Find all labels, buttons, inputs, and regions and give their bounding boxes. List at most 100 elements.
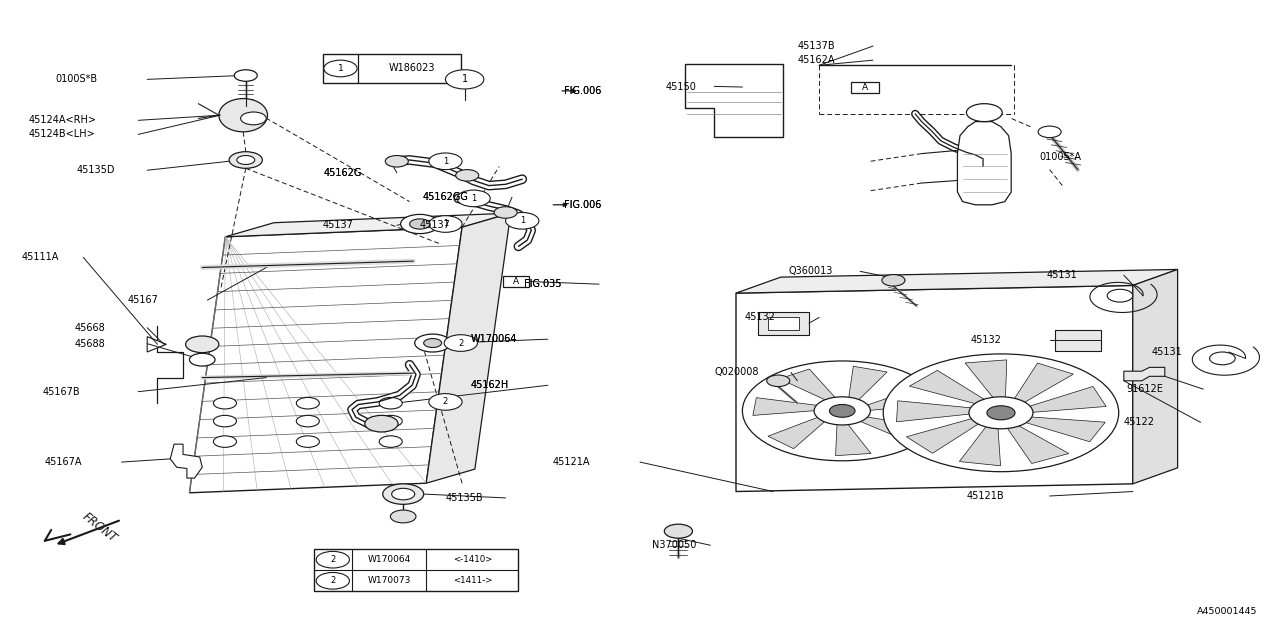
Polygon shape	[864, 387, 931, 411]
Circle shape	[444, 335, 477, 351]
Polygon shape	[768, 416, 827, 449]
Text: 45162H: 45162H	[471, 380, 509, 390]
Polygon shape	[957, 122, 1011, 205]
Text: 45135D: 45135D	[77, 165, 115, 175]
Text: 45132: 45132	[745, 312, 776, 323]
Circle shape	[241, 112, 266, 125]
Circle shape	[410, 219, 430, 229]
Text: 45124A<RH>: 45124A<RH>	[28, 115, 96, 125]
Text: FIG.006: FIG.006	[564, 86, 602, 96]
Text: 45131: 45131	[1152, 347, 1183, 357]
Circle shape	[234, 70, 257, 81]
Text: 45162H: 45162H	[471, 380, 509, 390]
Text: A: A	[863, 83, 868, 92]
Text: 45150: 45150	[666, 82, 696, 92]
Text: FIG.006: FIG.006	[564, 200, 602, 210]
Circle shape	[883, 354, 1119, 472]
Polygon shape	[736, 269, 1178, 293]
Circle shape	[424, 339, 442, 348]
Text: 45688: 45688	[74, 339, 105, 349]
Text: 45121A: 45121A	[553, 457, 590, 467]
Circle shape	[385, 156, 408, 167]
Circle shape	[829, 404, 855, 417]
Polygon shape	[685, 64, 783, 137]
Circle shape	[297, 415, 319, 427]
Text: 1: 1	[443, 220, 448, 228]
Text: 45131: 45131	[1047, 270, 1078, 280]
Text: FIG.006: FIG.006	[564, 200, 602, 210]
Circle shape	[506, 212, 539, 229]
Text: 1: 1	[471, 194, 476, 203]
Text: 45162GG: 45162GG	[422, 192, 468, 202]
Circle shape	[767, 375, 790, 387]
Circle shape	[969, 397, 1033, 429]
Circle shape	[316, 572, 349, 589]
Text: 45167B: 45167B	[42, 387, 79, 397]
Circle shape	[237, 156, 255, 164]
Text: 2: 2	[330, 555, 335, 564]
Polygon shape	[856, 417, 927, 442]
Text: 45162G: 45162G	[324, 168, 362, 178]
Circle shape	[229, 152, 262, 168]
Polygon shape	[1012, 363, 1074, 404]
Text: 0100S*B: 0100S*B	[55, 74, 97, 84]
Text: 45162GG: 45162GG	[422, 192, 468, 202]
Circle shape	[429, 153, 462, 170]
Polygon shape	[1133, 269, 1178, 484]
Polygon shape	[1024, 387, 1106, 413]
Text: 45137B: 45137B	[797, 41, 835, 51]
Circle shape	[383, 484, 424, 504]
Ellipse shape	[219, 99, 268, 132]
Polygon shape	[909, 371, 988, 405]
Bar	[758, 312, 809, 335]
Text: 2: 2	[330, 576, 335, 586]
Text: 45121B: 45121B	[966, 491, 1004, 501]
Circle shape	[1038, 126, 1061, 138]
Bar	[851, 82, 879, 93]
Text: 45167: 45167	[128, 295, 159, 305]
Polygon shape	[147, 337, 166, 352]
Circle shape	[415, 334, 451, 352]
Bar	[323, 54, 461, 83]
Circle shape	[390, 510, 416, 523]
Text: W186023: W186023	[389, 63, 435, 74]
Text: 0100S*A: 0100S*A	[1039, 152, 1082, 163]
Polygon shape	[965, 360, 1007, 401]
Text: 2: 2	[458, 339, 463, 348]
Text: 45162G: 45162G	[324, 168, 362, 178]
Polygon shape	[906, 417, 982, 453]
Circle shape	[664, 524, 692, 538]
Polygon shape	[189, 227, 462, 493]
Text: W170073: W170073	[367, 576, 411, 586]
Text: 91612E: 91612E	[1126, 384, 1164, 394]
Text: 45162A: 45162A	[797, 55, 835, 65]
Circle shape	[429, 216, 462, 232]
Text: W170064: W170064	[471, 334, 517, 344]
Circle shape	[186, 336, 219, 353]
Circle shape	[814, 397, 870, 425]
Text: FRONT: FRONT	[81, 511, 119, 545]
Circle shape	[494, 207, 517, 218]
Circle shape	[429, 394, 462, 410]
Circle shape	[297, 436, 319, 447]
Text: A: A	[513, 277, 518, 286]
Circle shape	[297, 397, 319, 409]
Polygon shape	[896, 401, 977, 422]
Circle shape	[214, 415, 237, 427]
Circle shape	[1210, 352, 1235, 365]
Circle shape	[456, 170, 479, 181]
Circle shape	[401, 214, 439, 234]
Text: 45111A: 45111A	[22, 252, 59, 262]
Text: 45137: 45137	[420, 220, 451, 230]
Circle shape	[392, 488, 415, 500]
Text: 1: 1	[520, 216, 525, 225]
Circle shape	[316, 552, 349, 568]
Text: Q020008: Q020008	[714, 367, 759, 378]
Circle shape	[966, 104, 1002, 122]
Polygon shape	[1005, 424, 1069, 463]
Text: 2: 2	[443, 397, 448, 406]
Polygon shape	[225, 213, 511, 237]
Circle shape	[1107, 289, 1133, 302]
Polygon shape	[170, 444, 202, 478]
Bar	[314, 549, 518, 591]
